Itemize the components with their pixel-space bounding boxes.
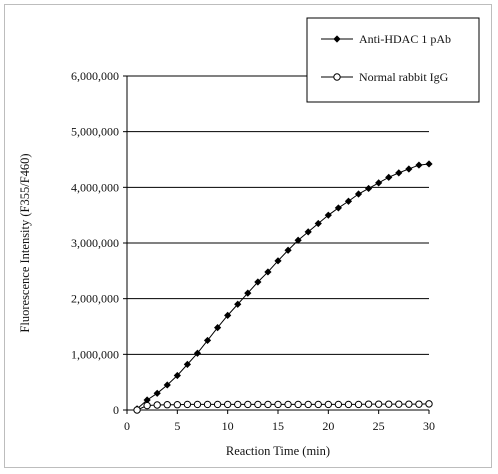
y-tick-label: 1,000,000 <box>71 347 119 361</box>
data-point <box>244 289 252 297</box>
y-tick-label: 3,000,000 <box>71 236 119 250</box>
legend-label: Anti-HDAC 1 pAb <box>359 32 451 46</box>
data-point <box>234 400 242 409</box>
x-tick-label: 25 <box>373 419 385 433</box>
data-point <box>374 400 383 408</box>
data-point <box>344 197 353 205</box>
data-point <box>415 161 423 169</box>
data-point <box>203 336 212 345</box>
data-point <box>425 400 433 408</box>
data-point <box>385 173 393 181</box>
legend-marker-filled-diamond <box>333 35 341 43</box>
y-tick-label: 5,000,000 <box>71 125 119 139</box>
data-point <box>385 400 393 408</box>
y-tick-label: 6,000,000 <box>71 69 119 83</box>
data-point <box>153 389 161 397</box>
data-point <box>224 311 232 319</box>
data-point <box>415 400 423 408</box>
data-point <box>213 400 222 409</box>
series-group <box>133 160 433 414</box>
data-point <box>214 324 222 332</box>
line-chart: 0 5 10 15 20 25 30 0 1,000,000 2,000,000 3,000,00… <box>18 17 480 458</box>
legend-item-normal-igg: Normal rabbit IgG <box>321 70 449 84</box>
y-axis-title: Fluorescence Intensity (F355/F460) <box>18 153 32 332</box>
chart-frame: 0 5 10 15 20 25 30 0 1,000,000 2,000,000 3,000,00… <box>4 4 492 468</box>
data-point <box>143 401 151 410</box>
data-point <box>254 400 262 409</box>
legend: Anti-HDAC 1 pAb Normal rabbit IgG <box>306 17 480 103</box>
legend-item-anti-hdac: Anti-HDAC 1 pAb <box>321 32 451 46</box>
data-point <box>314 400 322 409</box>
y-tick-label: 2,000,000 <box>71 292 119 306</box>
x-ticks: 0 5 10 15 20 25 30 <box>124 410 435 433</box>
data-point <box>223 400 232 409</box>
data-point <box>284 246 292 254</box>
data-point <box>244 400 252 409</box>
gridlines <box>127 75 429 355</box>
data-point <box>365 184 373 193</box>
x-tick-label: 5 <box>174 419 180 433</box>
data-point <box>354 190 363 198</box>
data-point <box>173 371 181 380</box>
y-tick-label: 0 <box>113 403 119 417</box>
data-point <box>294 236 302 244</box>
series-normal-igg <box>133 400 433 414</box>
x-axis-title: Reaction Time (min) <box>226 444 330 458</box>
data-point <box>264 268 272 276</box>
data-point <box>173 401 182 409</box>
data-point <box>395 400 403 408</box>
y-ticks: 0 1,000,000 2,000,000 3,000,000 4,000,000 5,0… <box>71 69 127 417</box>
y-tick-label: 4,000,000 <box>71 180 119 194</box>
data-point <box>183 360 191 368</box>
data-point <box>314 219 322 228</box>
legend-marker-open-circle <box>333 73 341 81</box>
data-point <box>334 400 343 409</box>
x-tick-label: 0 <box>124 419 130 433</box>
data-point <box>364 400 373 408</box>
data-point <box>405 400 413 408</box>
data-point <box>163 401 171 409</box>
data-point <box>183 400 192 409</box>
data-point <box>375 179 383 187</box>
data-point <box>304 228 312 236</box>
data-point <box>234 300 242 308</box>
data-point <box>294 400 302 409</box>
data-point <box>274 400 282 409</box>
data-point <box>163 381 171 389</box>
x-tick-label: 10 <box>222 419 234 433</box>
series-line <box>136 163 430 410</box>
data-point <box>133 406 141 414</box>
data-point <box>395 169 403 177</box>
legend-label: Normal rabbit IgG <box>359 70 449 84</box>
data-point <box>304 400 312 409</box>
data-point <box>193 400 202 409</box>
series-anti-hdac <box>133 160 433 413</box>
data-point <box>324 211 332 219</box>
legend-box <box>306 17 480 103</box>
data-point <box>425 160 433 168</box>
data-point <box>254 278 262 286</box>
data-point <box>193 349 202 357</box>
data-point <box>334 204 342 212</box>
data-point <box>264 400 272 409</box>
data-point <box>405 165 413 173</box>
x-tick-label: 15 <box>272 419 284 433</box>
data-point <box>344 400 353 409</box>
data-point <box>153 401 161 409</box>
data-point <box>354 400 363 409</box>
data-point <box>284 400 292 409</box>
x-tick-label: 20 <box>322 419 334 433</box>
data-point <box>143 396 151 404</box>
data-point <box>324 400 333 409</box>
data-point <box>203 400 212 409</box>
x-tick-label: 30 <box>423 419 435 433</box>
